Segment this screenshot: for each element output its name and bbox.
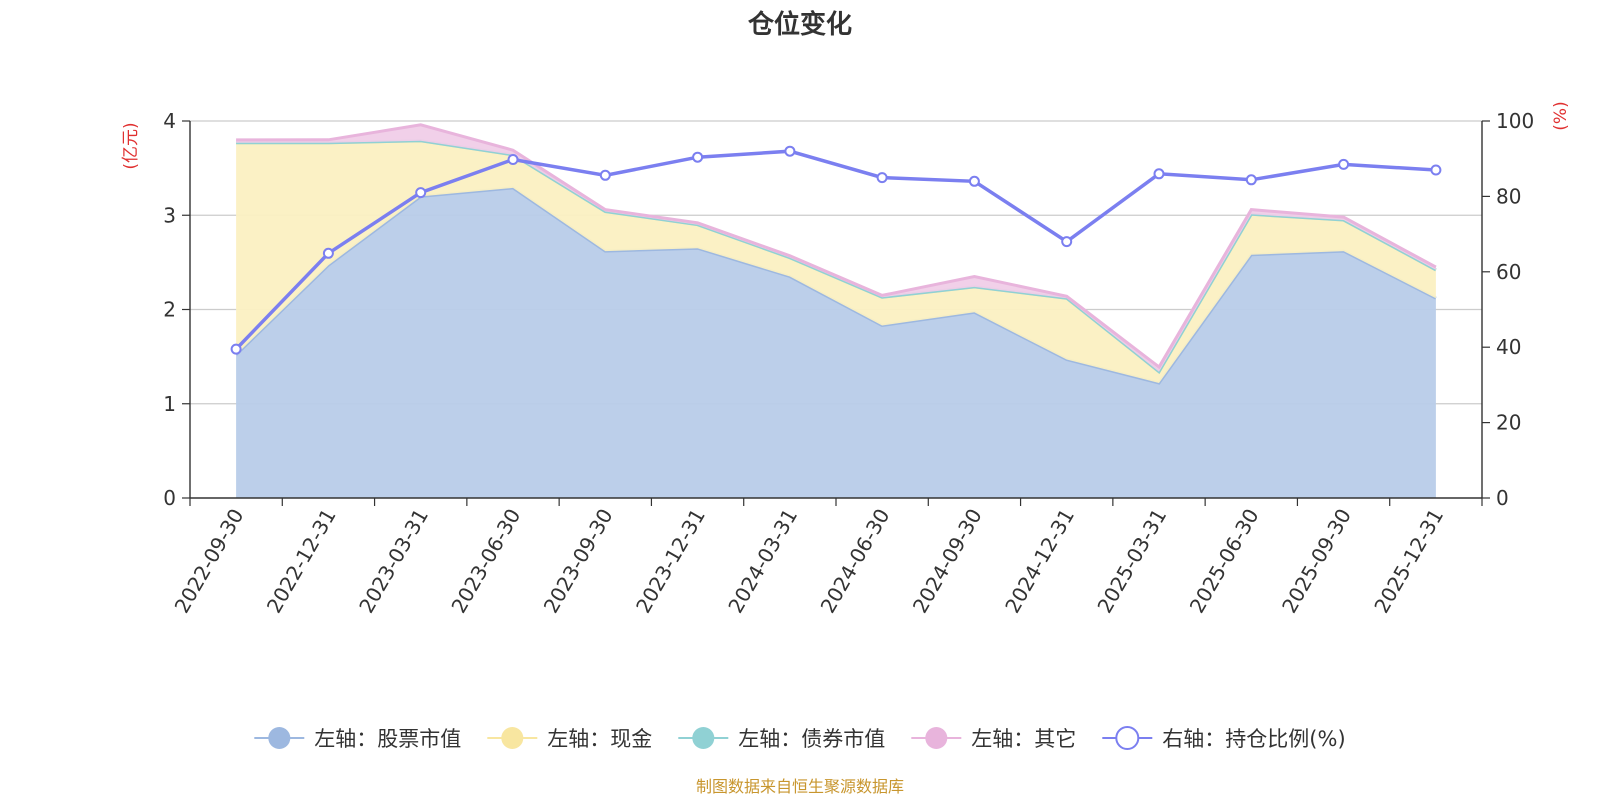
x-axis-tick-label: 2025-03-31 [1092, 505, 1171, 618]
legend-label: 右轴：持仓比例(%) [1162, 727, 1345, 751]
legend-item: 左轴：股票市值 [254, 727, 461, 751]
ratio-point [1153, 168, 1165, 180]
left-axis-unit: (亿元) [121, 122, 141, 169]
area-左轴：股票市值 [236, 187, 1436, 498]
ratio-point [1245, 174, 1257, 186]
right-axis-tick-label: 80 [1496, 184, 1521, 208]
right-axis-tick-label: 40 [1496, 335, 1521, 359]
right-axis-tick-label: 20 [1496, 411, 1521, 435]
x-axis-tick-label: 2024-03-31 [723, 505, 802, 618]
ratio-line [234, 149, 1437, 351]
left-axis-tick-label: 4 [163, 109, 176, 133]
right-axis-tick-label: 100 [1496, 109, 1534, 133]
legend-circle-marker [501, 727, 524, 749]
ratio-point [507, 154, 519, 165]
ratio-point [1430, 164, 1442, 176]
source-note: 制图数据来自恒生聚源数据库 [696, 777, 904, 796]
legend-item: 左轴：其它 [911, 727, 1076, 751]
legend-label: 左轴：现金 [547, 727, 652, 751]
ratio-point [599, 169, 611, 181]
x-axis-tick-label: 2025-06-30 [1185, 505, 1264, 618]
legend-circle-marker [1115, 726, 1140, 750]
x-axis-tick-label: 2025-12-31 [1369, 505, 1448, 618]
ratio-point [784, 145, 796, 157]
right-axis-unit: (%) [1551, 101, 1571, 130]
legend-item: 右轴：持仓比例(%) [1102, 726, 1346, 751]
ratio-point [1338, 158, 1350, 170]
right-axis-tick-label: 60 [1496, 260, 1521, 284]
left-axis-tick-label: 1 [163, 392, 176, 416]
ratio-point [1061, 236, 1073, 248]
legend: 左轴：股票市值 左轴：现金 左轴：债券市值 左轴：其它 右轴：持仓比例(%) [254, 726, 1346, 751]
legend-label: 左轴：债券市值 [738, 727, 885, 751]
legend-label: 左轴：其它 [971, 727, 1076, 751]
stacked-areas [235, 123, 1437, 498]
ratio-point [415, 187, 427, 199]
x-axis-tick-label: 2025-09-30 [1277, 505, 1356, 618]
right-axis-tick-label: 0 [1496, 486, 1509, 510]
ratio-line-series [230, 145, 1442, 355]
x-axis-tick-label: 2023-12-31 [631, 505, 710, 618]
chart-title: 仓位变化 [747, 9, 852, 40]
legend-item: 左轴：债券市值 [678, 727, 885, 751]
x-axis-tick-label: 2024-06-30 [816, 505, 895, 618]
legend-label: 左轴：股票市值 [314, 727, 461, 751]
area-左轴：现金 [236, 140, 1436, 383]
x-axis-tick-label: 2023-06-30 [446, 505, 525, 618]
left-axis-tick-label: 0 [163, 486, 176, 510]
left-axis-tick-label: 2 [163, 298, 176, 322]
legend-circle-marker [268, 727, 291, 749]
x-axis-tick-label: 2023-03-31 [354, 505, 433, 618]
legend-circle-marker [925, 727, 948, 749]
ratio-point [876, 172, 888, 184]
legend-circle-marker [692, 727, 715, 749]
area-edge-左轴：其它 [236, 123, 1437, 370]
ratio-point [968, 175, 980, 187]
legend-item: 左轴：现金 [487, 727, 652, 751]
x-axis-tick-label: 2024-09-30 [908, 505, 987, 618]
x-axis-tick-label: 2023-09-30 [539, 505, 618, 618]
x-axis-tick-label: 2024-12-31 [1000, 505, 1079, 618]
ratio-point [692, 151, 704, 163]
x-axis-tick-label: 2022-12-31 [262, 505, 341, 618]
ratio-point [230, 343, 242, 355]
ratio-point [322, 247, 334, 259]
x-axis-tick-label: 2022-09-30 [170, 505, 249, 618]
left-axis-tick-label: 3 [163, 203, 176, 227]
